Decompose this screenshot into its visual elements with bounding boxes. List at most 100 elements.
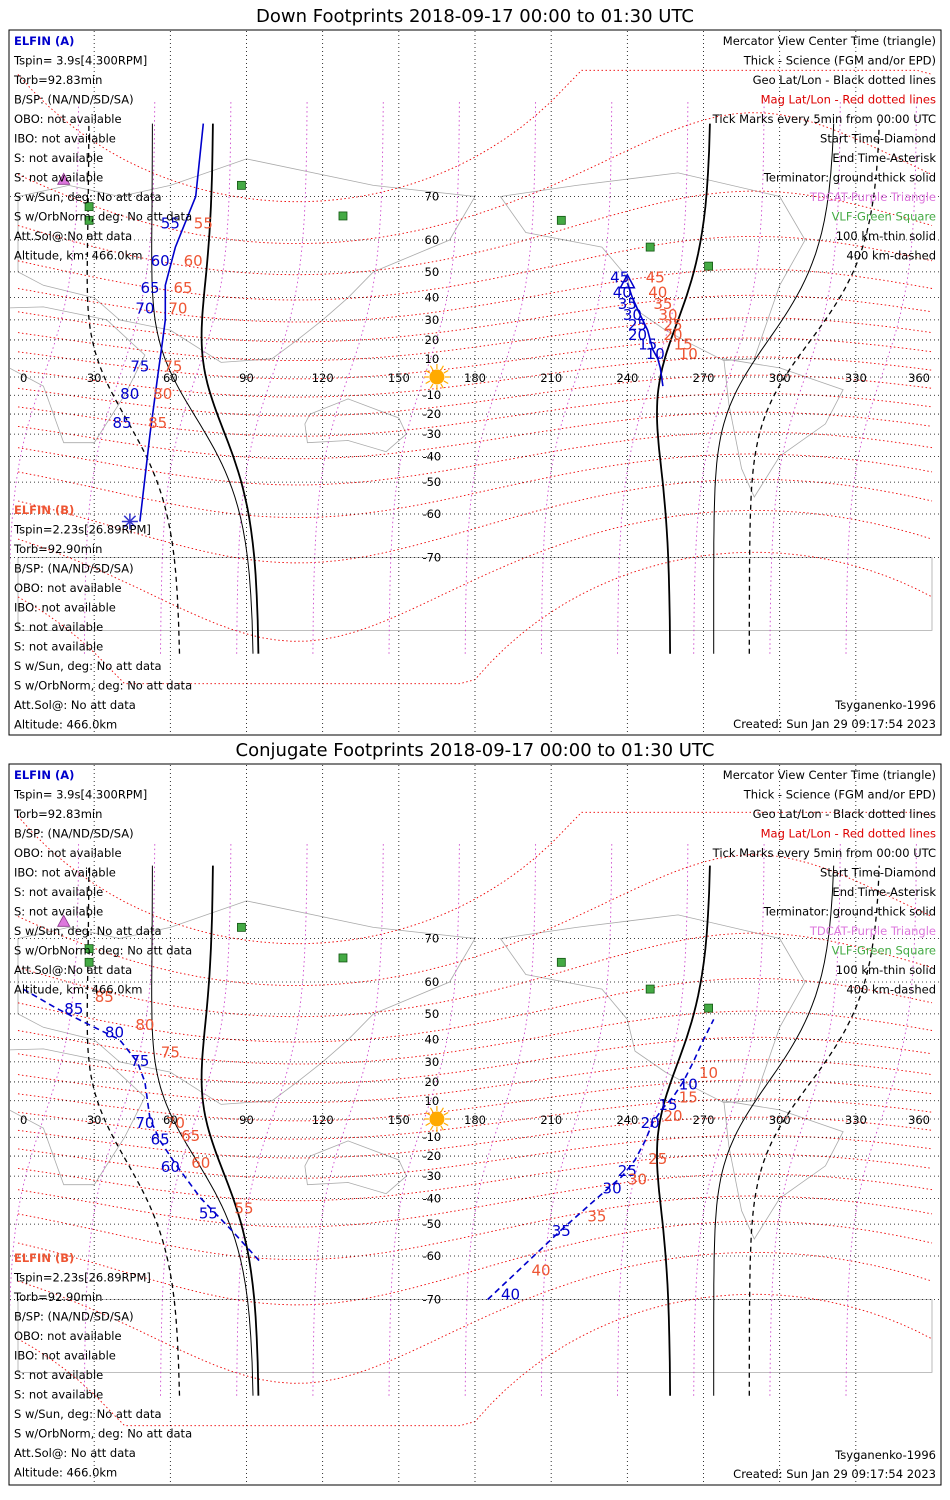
x-tick-label: 0 [20, 371, 27, 385]
legend-right-line: Mercator View Center Time (triangle) [723, 34, 936, 48]
track-time-label: 30 [623, 306, 642, 324]
track-mlat-label: 10 [699, 1064, 718, 1082]
mag-lat-line [17, 268, 933, 323]
mag-lat-line [17, 356, 933, 398]
track-time-label: 15 [658, 1096, 677, 1114]
sun-icon [423, 1106, 450, 1132]
track-time-label: 10 [679, 1076, 698, 1094]
track-time-label: 60 [151, 252, 170, 270]
x-tick-label: 300 [769, 1113, 791, 1127]
y-tick-label: -20 [422, 407, 441, 421]
elfin-a-info-line: S: not available [14, 171, 103, 185]
y-tick-label: 50 [425, 1007, 440, 1021]
y-tick-label: -30 [422, 427, 441, 441]
track-mlat-label: 55 [194, 215, 213, 233]
x-tick-label: 210 [540, 1113, 562, 1127]
terminator-100km-west [151, 123, 254, 654]
track-time-label: 10 [646, 345, 665, 363]
mag-lon-line [312, 100, 384, 654]
track-line [139, 123, 205, 522]
track-time-label: 85 [113, 414, 132, 432]
y-tick-label: -70 [422, 1292, 441, 1306]
y-tick-label: -40 [422, 449, 441, 463]
track-time-label: 35 [618, 295, 637, 313]
vlf-station-marker [84, 202, 94, 212]
track-time-label: 30 [603, 1180, 622, 1198]
legend-right-line: Geo Lat/Lon - Black dotted lines [753, 807, 936, 821]
legend-right-line: Terminator: ground-thick solid [763, 171, 936, 185]
elfin-b-info-line: Torb=92.90min [13, 1290, 102, 1304]
land-outline [304, 1140, 407, 1195]
vlf-station-marker [556, 215, 566, 225]
legend-left: ELFIN (A) Tspin= 3.9s[4.300RPM] Torb=92.83… [13, 768, 192, 1480]
elfin-b-info-line: B/SP: (NA/ND/SD/SA) [14, 562, 134, 576]
terminator-ground-east [656, 123, 711, 654]
elfin-a-info-line: Att.Sol@:No att data [14, 229, 132, 243]
vlf-station-marker [84, 957, 94, 967]
mag-lat-line [17, 478, 933, 564]
x-tick-label: 0 [20, 1113, 27, 1127]
land-outline [17, 1299, 933, 1373]
elfin-a-info-line: OBO: not available [14, 846, 122, 860]
y-tick-label: -10 [422, 388, 441, 402]
panel-2-title: Conjugate Footprints 2018-09-17 00:00 to… [235, 740, 715, 761]
track-mlat-label: 80 [135, 1016, 154, 1034]
elfin-a-info-line: Torb=92.83min [13, 73, 102, 87]
map-area: 4540353025201510454035302520151055606570… [10, 31, 940, 734]
track-mlat-label: 25 [648, 1150, 667, 1168]
mag-lon-line [693, 100, 765, 654]
land-outline [723, 358, 844, 498]
y-tick-label: 30 [425, 1055, 440, 1069]
y-tick-label: 60 [425, 975, 440, 989]
x-tick-label: 330 [845, 1113, 867, 1127]
mag-lat-line [17, 1173, 933, 1228]
elfin-a-info-line: OBO: not available [14, 112, 122, 126]
legend-right-line: Tick Marks every 5min from 00:00 UTC [712, 846, 936, 860]
legend-right-line: Mag Lat/Lon - Red dotted lines [761, 827, 936, 841]
mag-lon-line [464, 842, 537, 1396]
geo-grid [10, 31, 940, 734]
elfin-a-info-line: S: not available [14, 885, 103, 899]
track-line [626, 282, 664, 387]
track-mlat-label: 35 [587, 1207, 606, 1225]
track-mlat-label: 60 [184, 252, 203, 270]
elfin-a-info-line: S w/Sun, deg: No att data [14, 924, 162, 938]
y-tick-label: -40 [422, 1191, 441, 1205]
y-tick-label: -10 [422, 1130, 441, 1144]
track-time-label: 55 [199, 1205, 218, 1223]
created-timestamp: Created: Sun Jan 29 09:17:54 2023 [733, 1467, 936, 1481]
x-tick-label: 90 [239, 1113, 254, 1127]
track-mlat-label: 80 [153, 385, 172, 403]
mag-lat-line [17, 1098, 933, 1140]
elfin-a-info-line: B/SP: (NA/ND/SD/SA) [14, 93, 134, 107]
legend-right-line: Terminator: ground-thick solid [763, 905, 936, 919]
track-time-label: 70 [135, 299, 154, 317]
land-outline [17, 158, 476, 363]
vlf-station-marker [556, 957, 566, 967]
y-tick-label: -70 [422, 550, 441, 564]
legend-right-line: 100 km-thin solid [836, 229, 936, 243]
terminator-100km-west [151, 865, 254, 1396]
y-tick-label: -60 [422, 1249, 441, 1263]
land-outline [10, 306, 146, 444]
mag-lon-line [693, 842, 765, 1396]
model-label: Tsyganenko-1996 [834, 1448, 936, 1462]
track-time-label: 65 [140, 279, 159, 297]
elfin-b-info-line: S: not available [14, 1368, 103, 1382]
legend-right: Mercator View Center Time (triangle) Thic… [712, 34, 937, 263]
terminator-ground-east [656, 865, 711, 1396]
elfin-a-info-line: Altitude, km: 466.0km [14, 249, 142, 263]
legend-right-line: Thick - Science (FGM and/or EPD) [743, 54, 936, 68]
mag-lon-line [10, 100, 80, 571]
x-tick-label: 60 [163, 371, 178, 385]
x-tick-label: 300 [769, 371, 791, 385]
elfin-b-info-line: S w/OrbNorm, deg: No att data [14, 679, 192, 693]
legend-left: ELFIN (A) Tspin= 3.9s[4.300RPM] Torb=92.83… [13, 34, 192, 732]
mag-lon-line [845, 100, 917, 654]
elfin-b-info-line: S w/Sun, deg: No att data [14, 1407, 162, 1421]
elfin-a-info-line: S w/OrbNorm, deg: No att data [14, 210, 192, 224]
legend-right-line: Start Time-Diamond [820, 866, 936, 880]
track-time-label: 80 [105, 1023, 124, 1041]
